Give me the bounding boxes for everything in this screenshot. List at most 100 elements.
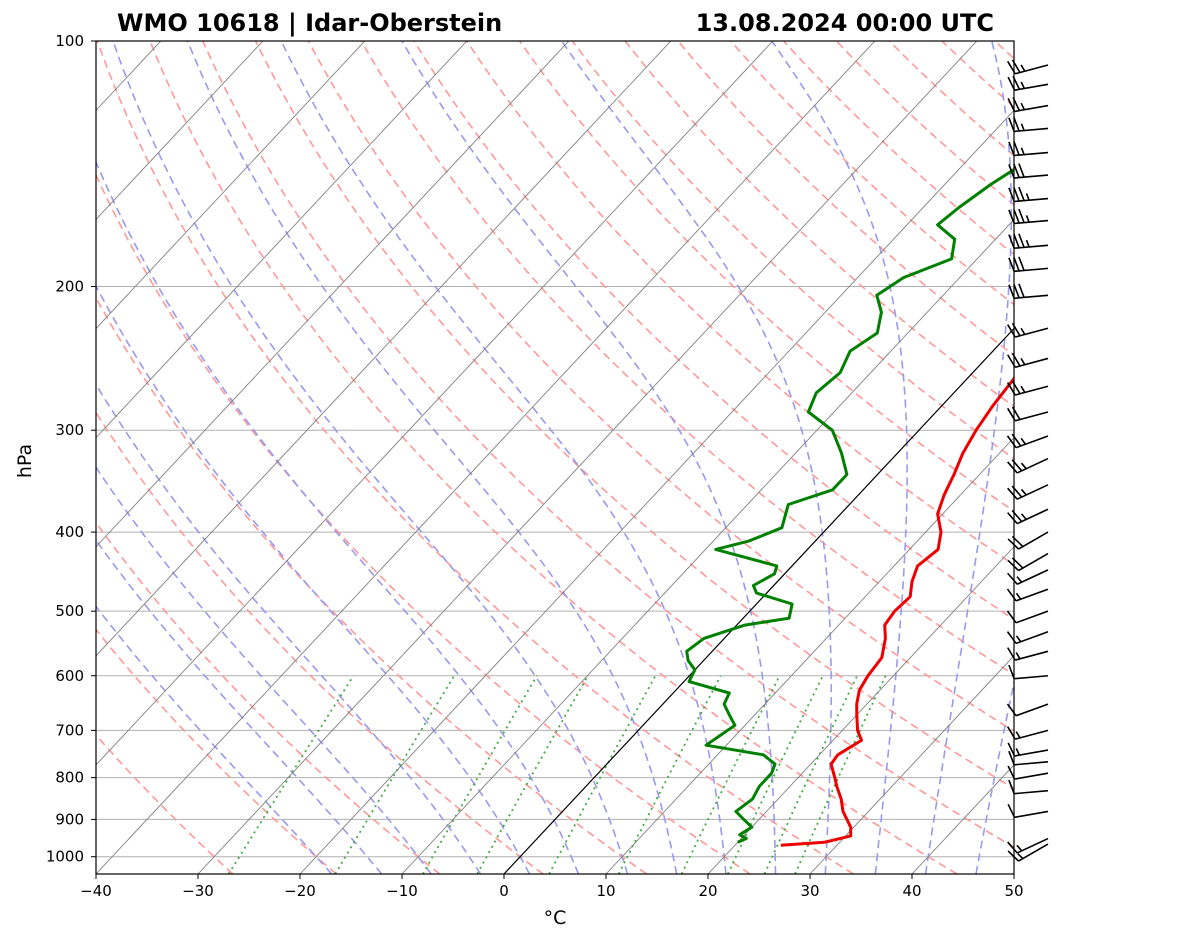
wind-barb-staff bbox=[1015, 631, 1049, 645]
wind-barb-staff bbox=[1014, 385, 1049, 396]
wind-barb bbox=[1006, 588, 1049, 602]
wind-barb bbox=[1008, 141, 1049, 157]
wind-barb-feather bbox=[1011, 380, 1021, 395]
dry-adiabat-190 bbox=[940, 41, 1014, 108]
wind-barb-feather bbox=[1011, 509, 1023, 523]
y-tick-label: 100 bbox=[55, 32, 84, 50]
wind-barb-staff bbox=[1014, 151, 1049, 157]
wind-barb-half-feather bbox=[1015, 635, 1022, 643]
x-tick-label: 0 bbox=[499, 882, 509, 900]
dry-adiabat--30 bbox=[96, 733, 234, 874]
moist-adiabat-35 bbox=[771, 41, 908, 874]
isotherm--80 bbox=[96, 41, 468, 439]
wind-barb-feather bbox=[1006, 726, 1016, 740]
wind-barb bbox=[1007, 569, 1049, 585]
wind-barb bbox=[1006, 380, 1049, 396]
wind-barb-feather bbox=[1006, 435, 1017, 449]
wind-barb bbox=[1006, 353, 1049, 369]
wind-barb-staff bbox=[1014, 267, 1049, 273]
wind-barb-feather bbox=[1006, 631, 1017, 644]
wind-barb-feather bbox=[1007, 572, 1018, 585]
wind-barb-feather bbox=[1013, 117, 1020, 132]
wind-barb bbox=[1007, 765, 1049, 780]
wind-barb-staff bbox=[1016, 484, 1049, 500]
isotherm-30 bbox=[809, 655, 1014, 874]
moist-adiabat-30 bbox=[561, 41, 833, 874]
wind-barb-half-feather bbox=[1020, 385, 1026, 393]
moist-adiabat-5 bbox=[96, 160, 580, 874]
dry-adiabat-200 bbox=[993, 41, 1014, 60]
wind-barb-feather bbox=[1006, 407, 1016, 422]
dry-adiabat--20 bbox=[96, 628, 337, 874]
wind-barb-feather bbox=[1013, 163, 1020, 178]
y-tick-label: 600 bbox=[55, 667, 84, 685]
dry-adiabat-170 bbox=[835, 41, 1014, 206]
dewpoint-profile bbox=[685, 167, 1014, 844]
chart-title-datetime: 13.08.2024 00:00 UTC bbox=[696, 9, 994, 37]
wind-barb-staff bbox=[1014, 327, 1049, 338]
dry-adiabat-50 bbox=[201, 41, 1014, 849]
wind-barb-feather bbox=[1011, 353, 1021, 367]
wind-barb-feather bbox=[1007, 512, 1018, 525]
mixing-ratio-line-0.4 bbox=[227, 675, 355, 874]
wind-barb-staff bbox=[1015, 588, 1049, 602]
dry-adiabat-120 bbox=[571, 41, 1014, 460]
wind-barb-half-feather bbox=[1020, 488, 1027, 496]
wind-barb-feather bbox=[1006, 703, 1017, 717]
wind-barb bbox=[1008, 186, 1049, 203]
wind-barb-staff bbox=[1014, 810, 1049, 819]
moist-adiabat-45 bbox=[975, 679, 1014, 874]
wind-barb-feather bbox=[1011, 406, 1021, 420]
wind-barb-feather bbox=[1011, 459, 1023, 472]
dry-adiabat-100 bbox=[465, 41, 1014, 566]
x-axis-label: °C bbox=[544, 907, 567, 929]
wind-barb bbox=[1007, 803, 1049, 819]
wind-barb-feather bbox=[1018, 163, 1025, 178]
wind-barb-feather bbox=[1011, 433, 1022, 447]
wind-barb-feather bbox=[1013, 209, 1020, 224]
moist-adiabat-25 bbox=[401, 41, 777, 874]
wind-barb bbox=[1006, 610, 1049, 624]
wind-barb bbox=[1007, 843, 1049, 862]
dry-adiabats bbox=[96, 41, 1014, 874]
wind-barb bbox=[1008, 779, 1049, 795]
dry-adiabat-20 bbox=[96, 173, 751, 874]
moist-adiabat--10 bbox=[96, 465, 432, 874]
y-tick-label: 800 bbox=[55, 769, 84, 787]
wind-barb-staff bbox=[1016, 569, 1049, 585]
wind-barb bbox=[1006, 647, 1049, 661]
wind-barb-feather bbox=[1007, 487, 1018, 500]
mixing-ratio-lines bbox=[227, 675, 887, 874]
isotherm-0 bbox=[503, 327, 1014, 874]
wind-barb-feather bbox=[1007, 559, 1020, 572]
wind-barb bbox=[1008, 233, 1049, 250]
mixing-ratio-line-2 bbox=[422, 675, 538, 874]
wind-barb-feather bbox=[1011, 322, 1021, 337]
y-tick-label: 1000 bbox=[46, 848, 84, 866]
wind-barb-staff bbox=[1015, 703, 1049, 717]
isotherm--60 bbox=[96, 41, 672, 657]
isotherm--10 bbox=[401, 218, 1014, 874]
wind-barb-feather bbox=[1008, 187, 1015, 202]
wind-barb-feather bbox=[1012, 97, 1021, 111]
wind-barb bbox=[1006, 59, 1049, 75]
mixing-ratio-line-5 bbox=[548, 675, 657, 874]
wind-barb-feather bbox=[1006, 647, 1016, 661]
wind-barb-feather bbox=[1006, 382, 1016, 396]
moist-adiabat--5 bbox=[96, 382, 482, 874]
wind-barb-feather bbox=[1013, 257, 1020, 272]
wind-barb-staff bbox=[1015, 435, 1049, 449]
wind-barb-staff bbox=[1016, 508, 1049, 525]
dry-adiabat-140 bbox=[676, 41, 1014, 357]
wind-barb-feather bbox=[1008, 117, 1015, 132]
wind-barb-staff bbox=[1014, 357, 1049, 369]
dry-adiabat-10 bbox=[96, 296, 648, 874]
wind-barb-staff bbox=[1014, 244, 1049, 250]
wind-barb-feather bbox=[1006, 588, 1017, 602]
dry-adiabat-0 bbox=[96, 411, 544, 874]
wind-barb-staff bbox=[1016, 457, 1049, 474]
wind-barb-feather bbox=[1012, 75, 1021, 90]
dry-adiabat-90 bbox=[413, 41, 1014, 621]
wind-barb-feather bbox=[1011, 59, 1021, 73]
